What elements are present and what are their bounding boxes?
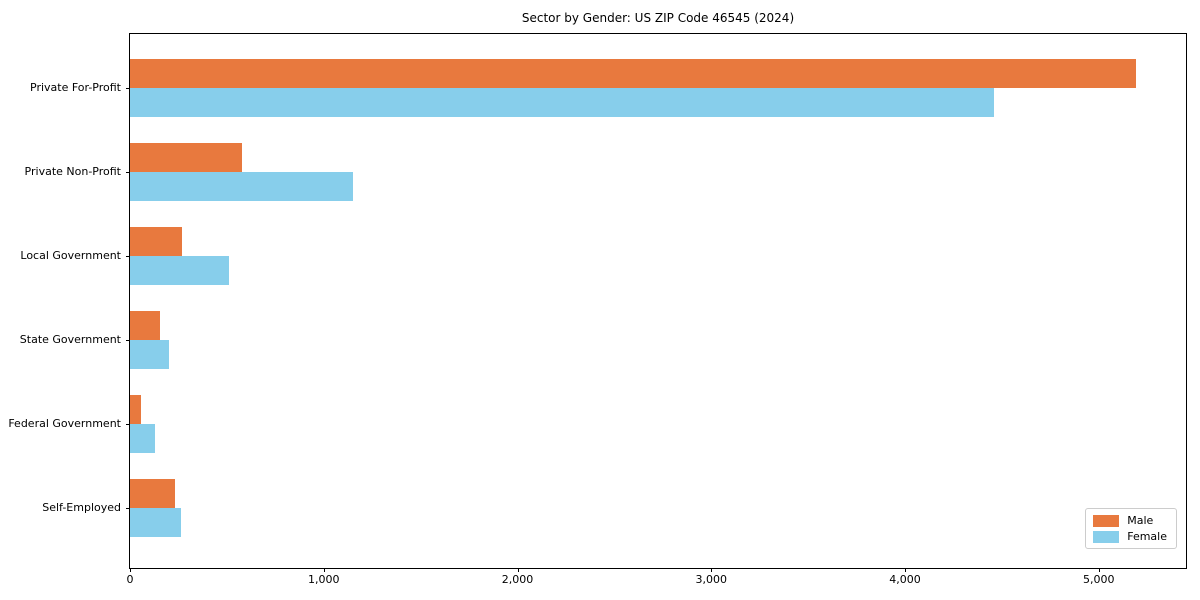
bar-male: [130, 58, 1136, 88]
x-tick-label: 0: [126, 573, 134, 586]
x-tick-label: 1,000: [308, 573, 340, 586]
y-axis-label: State Government: [19, 332, 121, 346]
x-tick-label: 2,000: [501, 573, 534, 586]
y-tick-mark: [126, 255, 130, 257]
bar-male: [130, 310, 161, 340]
chart-title: Sector by Gender: US ZIP Code 46545 (202…: [521, 11, 795, 25]
bar-male: [130, 479, 175, 508]
legend-label: Male: [1127, 514, 1154, 527]
bar-male: [130, 394, 141, 424]
y-axis-label: Private Non-Profit: [24, 164, 121, 178]
y-tick-mark: [126, 87, 130, 89]
legend-swatch-male: [1093, 514, 1120, 527]
x-tick-mark: [517, 568, 519, 572]
x-tick-mark: [711, 568, 713, 572]
bar-female: [130, 339, 169, 369]
bar-female: [130, 423, 156, 453]
y-axis-label: Local Government: [20, 248, 121, 262]
y-tick-mark: [126, 171, 130, 173]
bar-female: [130, 87, 995, 117]
y-axis-label: Private For-Profit: [30, 80, 121, 94]
legend: Male Female: [1085, 508, 1177, 549]
bar-female: [130, 171, 353, 201]
x-tick-label: 3,000: [695, 573, 728, 586]
y-axis-label: Self-Employed: [42, 501, 121, 514]
bar-male: [130, 226, 183, 256]
y-tick-mark: [126, 423, 130, 425]
x-tick-label: 4,000: [889, 573, 921, 586]
bar-female: [130, 508, 182, 537]
y-axis-label: Federal Government: [8, 416, 121, 430]
legend-entry-female: Female: [1093, 530, 1167, 543]
y-tick-mark: [126, 508, 130, 509]
y-tick-mark: [126, 339, 130, 341]
legend-label: Female: [1127, 530, 1167, 543]
bar-female: [130, 255, 229, 285]
legend-swatch-female: [1093, 530, 1120, 543]
x-tick-mark: [905, 568, 907, 572]
x-tick-mark: [323, 568, 325, 572]
x-tick-label: 5,000: [1083, 573, 1115, 586]
x-tick-mark: [1098, 568, 1100, 572]
bar-male: [130, 142, 243, 172]
legend-entry-male: Male: [1093, 514, 1167, 527]
plot-area: Male Female: [129, 33, 1187, 569]
x-tick-mark: [130, 568, 131, 572]
